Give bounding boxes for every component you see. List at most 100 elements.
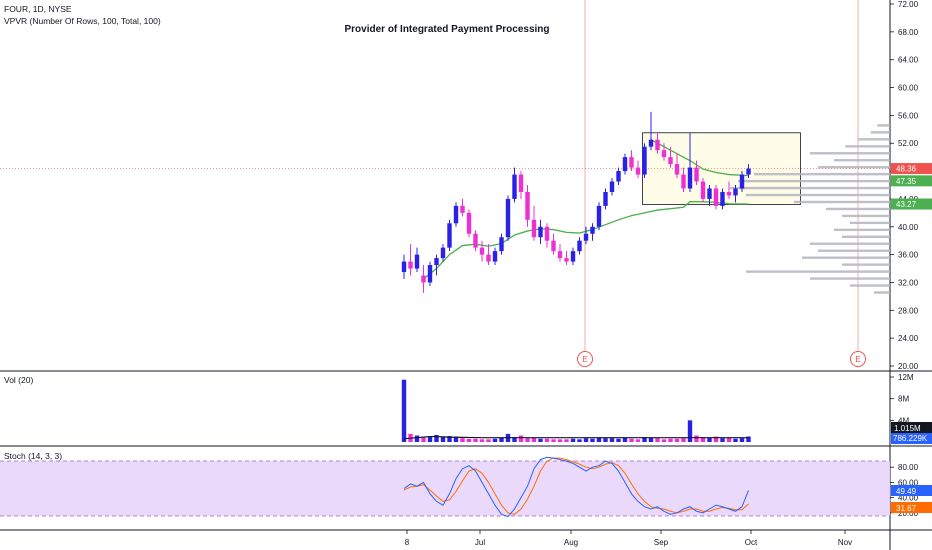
candle [577,237,582,255]
volume-ma-line [403,435,749,440]
volume-bar [661,439,667,442]
ma-upper-value: 47.35 [896,177,917,186]
price-tick-label: 56.00 [898,111,919,120]
earnings-marker-aug[interactable]: E [577,351,593,367]
candle [447,219,452,252]
volume-bar [414,435,420,442]
volume-profile-bar [842,263,890,266]
volume-axis[interactable]: 12M 8M 4M [890,373,914,425]
candle-body [629,157,634,168]
earnings-marker-nov[interactable]: E [850,351,866,367]
volume-profile-bar [794,200,890,204]
volume-bar [551,439,556,442]
candle [505,195,511,241]
volume-bar [648,437,654,442]
volume-bar [746,436,751,442]
volume-bar [609,438,615,442]
candle [622,153,628,175]
volume-bar [473,438,478,442]
candle-body [401,261,407,273]
candle-body [453,205,459,224]
vpvr-legend[interactable]: VPVR (Number Of Rows, 100, Total, 100) [4,16,161,26]
volume-bar [447,436,452,442]
time-tick-label: Oct [745,538,758,547]
candle-body [694,167,699,182]
volume-profile-bar [810,277,890,280]
candle [583,226,589,245]
stoch-d-value: 31.67 [896,504,917,513]
candle [720,188,725,210]
candle-body [427,265,433,283]
price-tick-label: 24.00 [898,334,919,343]
candle [616,167,621,185]
candle-body [421,275,426,283]
volume-bar [401,379,407,442]
candle [655,132,660,154]
stoch-d-line [403,457,749,515]
candle-body [642,146,647,175]
volume-bar [518,435,524,442]
candle [479,240,485,262]
candle-body [590,226,595,234]
candle [648,111,654,151]
candle [713,185,719,210]
candle [408,244,413,276]
volume-profile-bar [845,145,890,148]
volume-bar [687,420,693,442]
volume-bar [434,434,439,442]
volume-bar [486,439,491,442]
candle [733,185,738,203]
volume-profile-bar [754,172,890,176]
stoch-k-value: 49.49 [896,487,917,496]
volume-tick-label: 4M [898,416,909,425]
candles [401,111,751,293]
volume-profile-bar [810,152,890,155]
volume-legend[interactable]: Vol (20) [4,375,33,385]
candle-body [700,181,706,199]
candle-body [408,261,413,269]
volume-bar [440,437,446,442]
candle [551,233,556,255]
candle [746,164,751,179]
candle [492,247,498,266]
stoch-legend[interactable]: Stoch (14, 3, 3) [4,451,62,461]
candle-body [518,174,524,192]
candle-body [655,139,660,151]
ma-tag-upper: 47.35 [891,175,932,187]
candle [642,143,647,179]
candle [700,178,706,203]
volume-bar [726,437,732,442]
volume-bar [739,438,745,442]
volume-profile-bar [850,221,890,225]
stoch-band [0,461,890,516]
time-axis[interactable]: 8 Jul Aug Sep Oct Nov [405,530,852,547]
candle [401,254,407,279]
volume-value: 1.015M [894,424,921,433]
volume-profile-bar [810,242,890,245]
stoch-tick-label: 40.00 [898,494,919,503]
candle [525,185,530,227]
candle-body [466,212,472,234]
volume-bar [544,438,550,442]
candle-body [434,258,439,266]
candle [635,160,641,179]
volume-bar [603,438,608,442]
symbol-legend[interactable]: FOUR, 1D, NYSE [4,4,72,14]
price-tick-label: 60.00 [898,84,919,93]
candle [661,143,667,161]
candle-body [648,139,654,147]
candle-body [687,167,693,189]
candle [466,209,472,238]
time-tick-label: Sep [654,538,669,547]
volume-bar [596,437,602,442]
volume-bar [590,438,595,442]
volume-bar [707,437,712,442]
candle [564,251,569,266]
candle-body [512,174,517,199]
candle [707,185,712,206]
candle [453,202,459,227]
earnings-marker-label: E [582,355,587,364]
volume-bar [525,438,530,442]
candle [629,150,634,172]
